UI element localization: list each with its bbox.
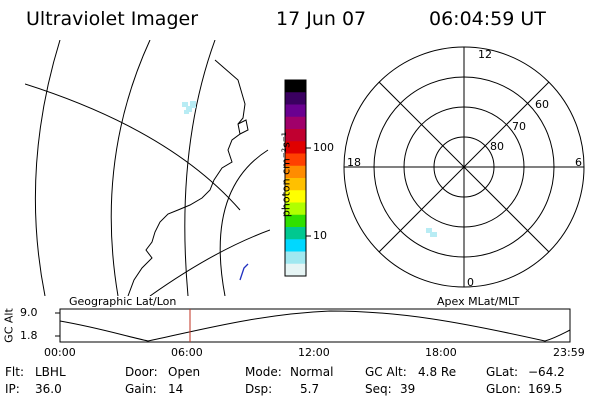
geographic-map (25, 40, 270, 296)
grid-line (219, 149, 269, 296)
ip-label: IP: (5, 382, 20, 396)
seq-value: 39 (400, 382, 416, 396)
x-tick-label: 23:59 (553, 346, 585, 359)
orbit-plot (55, 308, 571, 343)
mlat-label: 60 (535, 98, 549, 111)
gc-alt-value: 4.8 Re (418, 365, 457, 379)
colorbar-frame (284, 79, 307, 277)
mlt-label-midnight: 0 (467, 276, 474, 289)
geographic-caption: Geographic Lat/Lon (69, 295, 177, 308)
x-tick-label: 18:00 (425, 346, 457, 359)
colorbar-band (285, 214, 306, 228)
filter-label: Flt: (5, 365, 24, 379)
colorbar-band (285, 239, 306, 253)
grid-line (34, 40, 61, 296)
glon-label: GLon: (486, 382, 521, 396)
door-label: Door: (125, 365, 158, 379)
ip-value: 36.0 (35, 382, 62, 396)
mlt-label-noon: 12 (478, 48, 492, 61)
coastline (127, 59, 246, 296)
colorbar-band (285, 153, 306, 167)
colorbar-band (285, 92, 306, 106)
mode-value: Normal (290, 365, 334, 379)
orbit-ylabel: GC Alt (2, 308, 16, 343)
altitude-curve (59, 310, 571, 342)
seq-label: Seq: (365, 382, 392, 396)
x-tick-label: 06:00 (171, 346, 203, 359)
colorbar-band (285, 227, 306, 240)
polar-plot (343, 46, 585, 288)
apex-caption: Apex MLat/MLT (437, 295, 520, 308)
mlat-label: 80 (490, 140, 504, 153)
grid-line (110, 40, 151, 296)
polar-aurora-emission (426, 228, 437, 237)
dsp-value: 5.7 (300, 382, 320, 396)
coastline (237, 119, 249, 135)
x-tick-label: 12:00 (298, 346, 330, 359)
mode-label: Mode: (245, 365, 282, 379)
mlt-label-dusk: 18 (347, 156, 361, 169)
x-tick-label: 00:00 (44, 346, 76, 359)
gain-value: 14 (168, 382, 184, 396)
colorbar-band (285, 202, 306, 216)
colorbar-band (285, 104, 306, 118)
coastline-segment (239, 263, 249, 281)
colorbar-unit-label: photon cm⁻²s⁻¹ (279, 131, 293, 218)
colorbar-tick-label: 100 (313, 141, 334, 154)
grid-line (184, 40, 216, 296)
filter-value: LBHL (35, 365, 66, 379)
colorbar-band (285, 116, 306, 130)
polar-axis (378, 81, 550, 253)
mlt-label-dawn: 6 (575, 156, 582, 169)
dsp-label: Dsp: (245, 382, 273, 396)
grid-line (25, 83, 241, 211)
mlat-label: 70 (512, 120, 526, 133)
colorbar-tick-label: 10 (313, 229, 327, 242)
colorbar-band (285, 190, 306, 204)
time-label: 06:04:59 UT (429, 8, 546, 30)
colorbar-band (285, 263, 306, 277)
colorbar-band (285, 141, 306, 155)
gain-label: Gain: (125, 382, 157, 396)
date-label: 17 Jun 07 (276, 8, 367, 30)
instrument-title: Ultraviolet Imager (26, 8, 199, 30)
y-tick-label: 9.0 (20, 306, 38, 319)
colorbar-band (285, 178, 306, 191)
grid-line (149, 229, 270, 296)
glon-value: 169.5 (528, 382, 563, 396)
gc-alt-label: GC Alt: (365, 365, 407, 379)
aurora-emission (182, 101, 196, 114)
door-value: Open (168, 365, 201, 379)
glat-value: −64.2 (528, 365, 565, 379)
color-scale-bar (285, 80, 306, 277)
glat-label: GLat: (486, 365, 519, 379)
colorbar-band (285, 80, 306, 93)
colorbar-band (285, 165, 306, 179)
y-tick-label: 1.8 (20, 329, 38, 342)
colorbar-band (285, 129, 306, 142)
orbit-plot-frame (59, 308, 571, 343)
colorbar-band (285, 251, 306, 265)
